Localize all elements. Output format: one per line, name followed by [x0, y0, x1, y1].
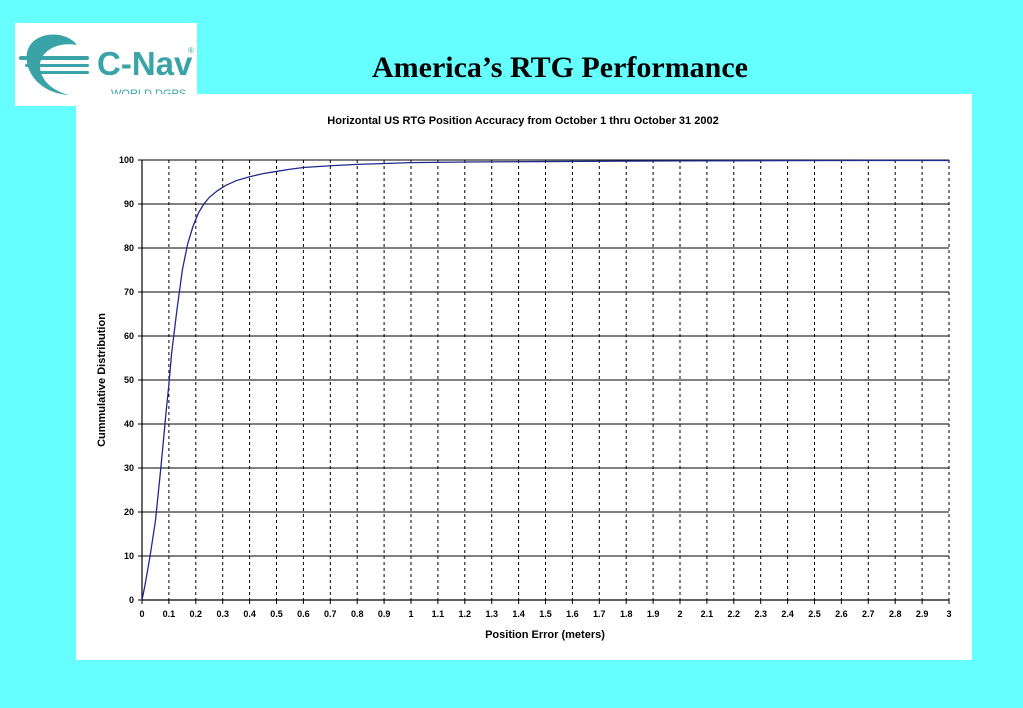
slide-title: America’s RTG Performance — [371, 51, 748, 84]
y-tick-label: 100 — [119, 155, 134, 165]
logo-brand-text: C-Nav — [97, 45, 193, 82]
chart-title: Horizontal US RTG Position Accuracy from… — [327, 115, 718, 127]
x-tick-label: 2.1 — [701, 609, 714, 619]
y-tick-label: 80 — [124, 243, 134, 253]
series-line-cumulative — [141, 159, 949, 601]
x-tick-label: 2.5 — [808, 609, 821, 619]
y-tick-label: 90 — [124, 199, 134, 209]
x-tick-label: 0.3 — [216, 609, 229, 619]
x-tick-label: 0.1 — [163, 609, 176, 619]
x-tick-label: 0.8 — [351, 609, 364, 619]
vertical-gridlines — [168, 160, 950, 600]
y-tick-label: 40 — [124, 419, 134, 429]
logo-registered-mark: ® — [188, 46, 194, 55]
logo-stripe-3 — [33, 71, 89, 74]
x-tick-label: 2.4 — [781, 609, 794, 619]
y-tick-labels: 0 10 20 30 40 50 60 70 80 90 100 — [119, 155, 134, 605]
logo-swoosh-icon — [26, 34, 77, 95]
x-tick-label: 1.4 — [512, 609, 525, 619]
x-tick-label: 2.3 — [754, 609, 767, 619]
x-tick-label: 1.8 — [620, 609, 633, 619]
x-tick-label: 2.7 — [862, 609, 875, 619]
x-tick-label: 0.9 — [378, 609, 391, 619]
logo-stripe-1 — [19, 56, 89, 60]
x-tick-label: 3 — [946, 609, 951, 619]
x-tick-label: 1.1 — [432, 609, 445, 619]
x-tick-label: 2.9 — [916, 609, 929, 619]
x-tick-label: 0.2 — [190, 609, 203, 619]
x-tick-label: 2 — [677, 609, 682, 619]
x-tick-label: 0.6 — [297, 609, 310, 619]
x-tick-label: 2.8 — [889, 609, 902, 619]
y-axis-label: Cummulative Distribution — [96, 313, 108, 447]
x-tick-label: 1 — [408, 609, 413, 619]
x-tick-label: 2.6 — [835, 609, 848, 619]
x-tick-label: 0.7 — [324, 609, 337, 619]
axes — [138, 159, 950, 604]
x-tick-label: 1.6 — [566, 609, 579, 619]
logo-stripe-2 — [25, 64, 89, 67]
x-tick-label: 1.3 — [485, 609, 498, 619]
y-tick-label: 10 — [124, 551, 134, 561]
y-tick-label: 20 — [124, 507, 134, 517]
x-tick-label: 0.5 — [270, 609, 283, 619]
x-tick-label: 0 — [139, 609, 144, 619]
chart-panel: Horizontal US RTG Position Accuracy from… — [76, 94, 972, 660]
x-tick-label: 1.7 — [593, 609, 606, 619]
x-tick-label: 0.4 — [243, 609, 256, 619]
y-tick-label: 30 — [124, 463, 134, 473]
x-tick-label: 1.5 — [539, 609, 552, 619]
x-tick-label: 1.9 — [647, 609, 660, 619]
y-tick-label: 0 — [129, 595, 134, 605]
x-tick-label: 2.2 — [728, 609, 741, 619]
cumulative-distribution-chart: Horizontal US RTG Position Accuracy from… — [96, 115, 952, 641]
x-axis-label: Position Error (meters) — [485, 629, 605, 641]
y-tick-label: 70 — [124, 287, 134, 297]
x-tick-labels: 0 0.1 0.2 0.3 0.4 0.5 0.6 0.7 0.8 0.9 1 1.1 1.2 1.3 1.… — [139, 609, 951, 619]
x-tick-label: 1.2 — [459, 609, 472, 619]
y-tick-label: 50 — [124, 375, 134, 385]
y-tick-label: 60 — [124, 331, 134, 341]
